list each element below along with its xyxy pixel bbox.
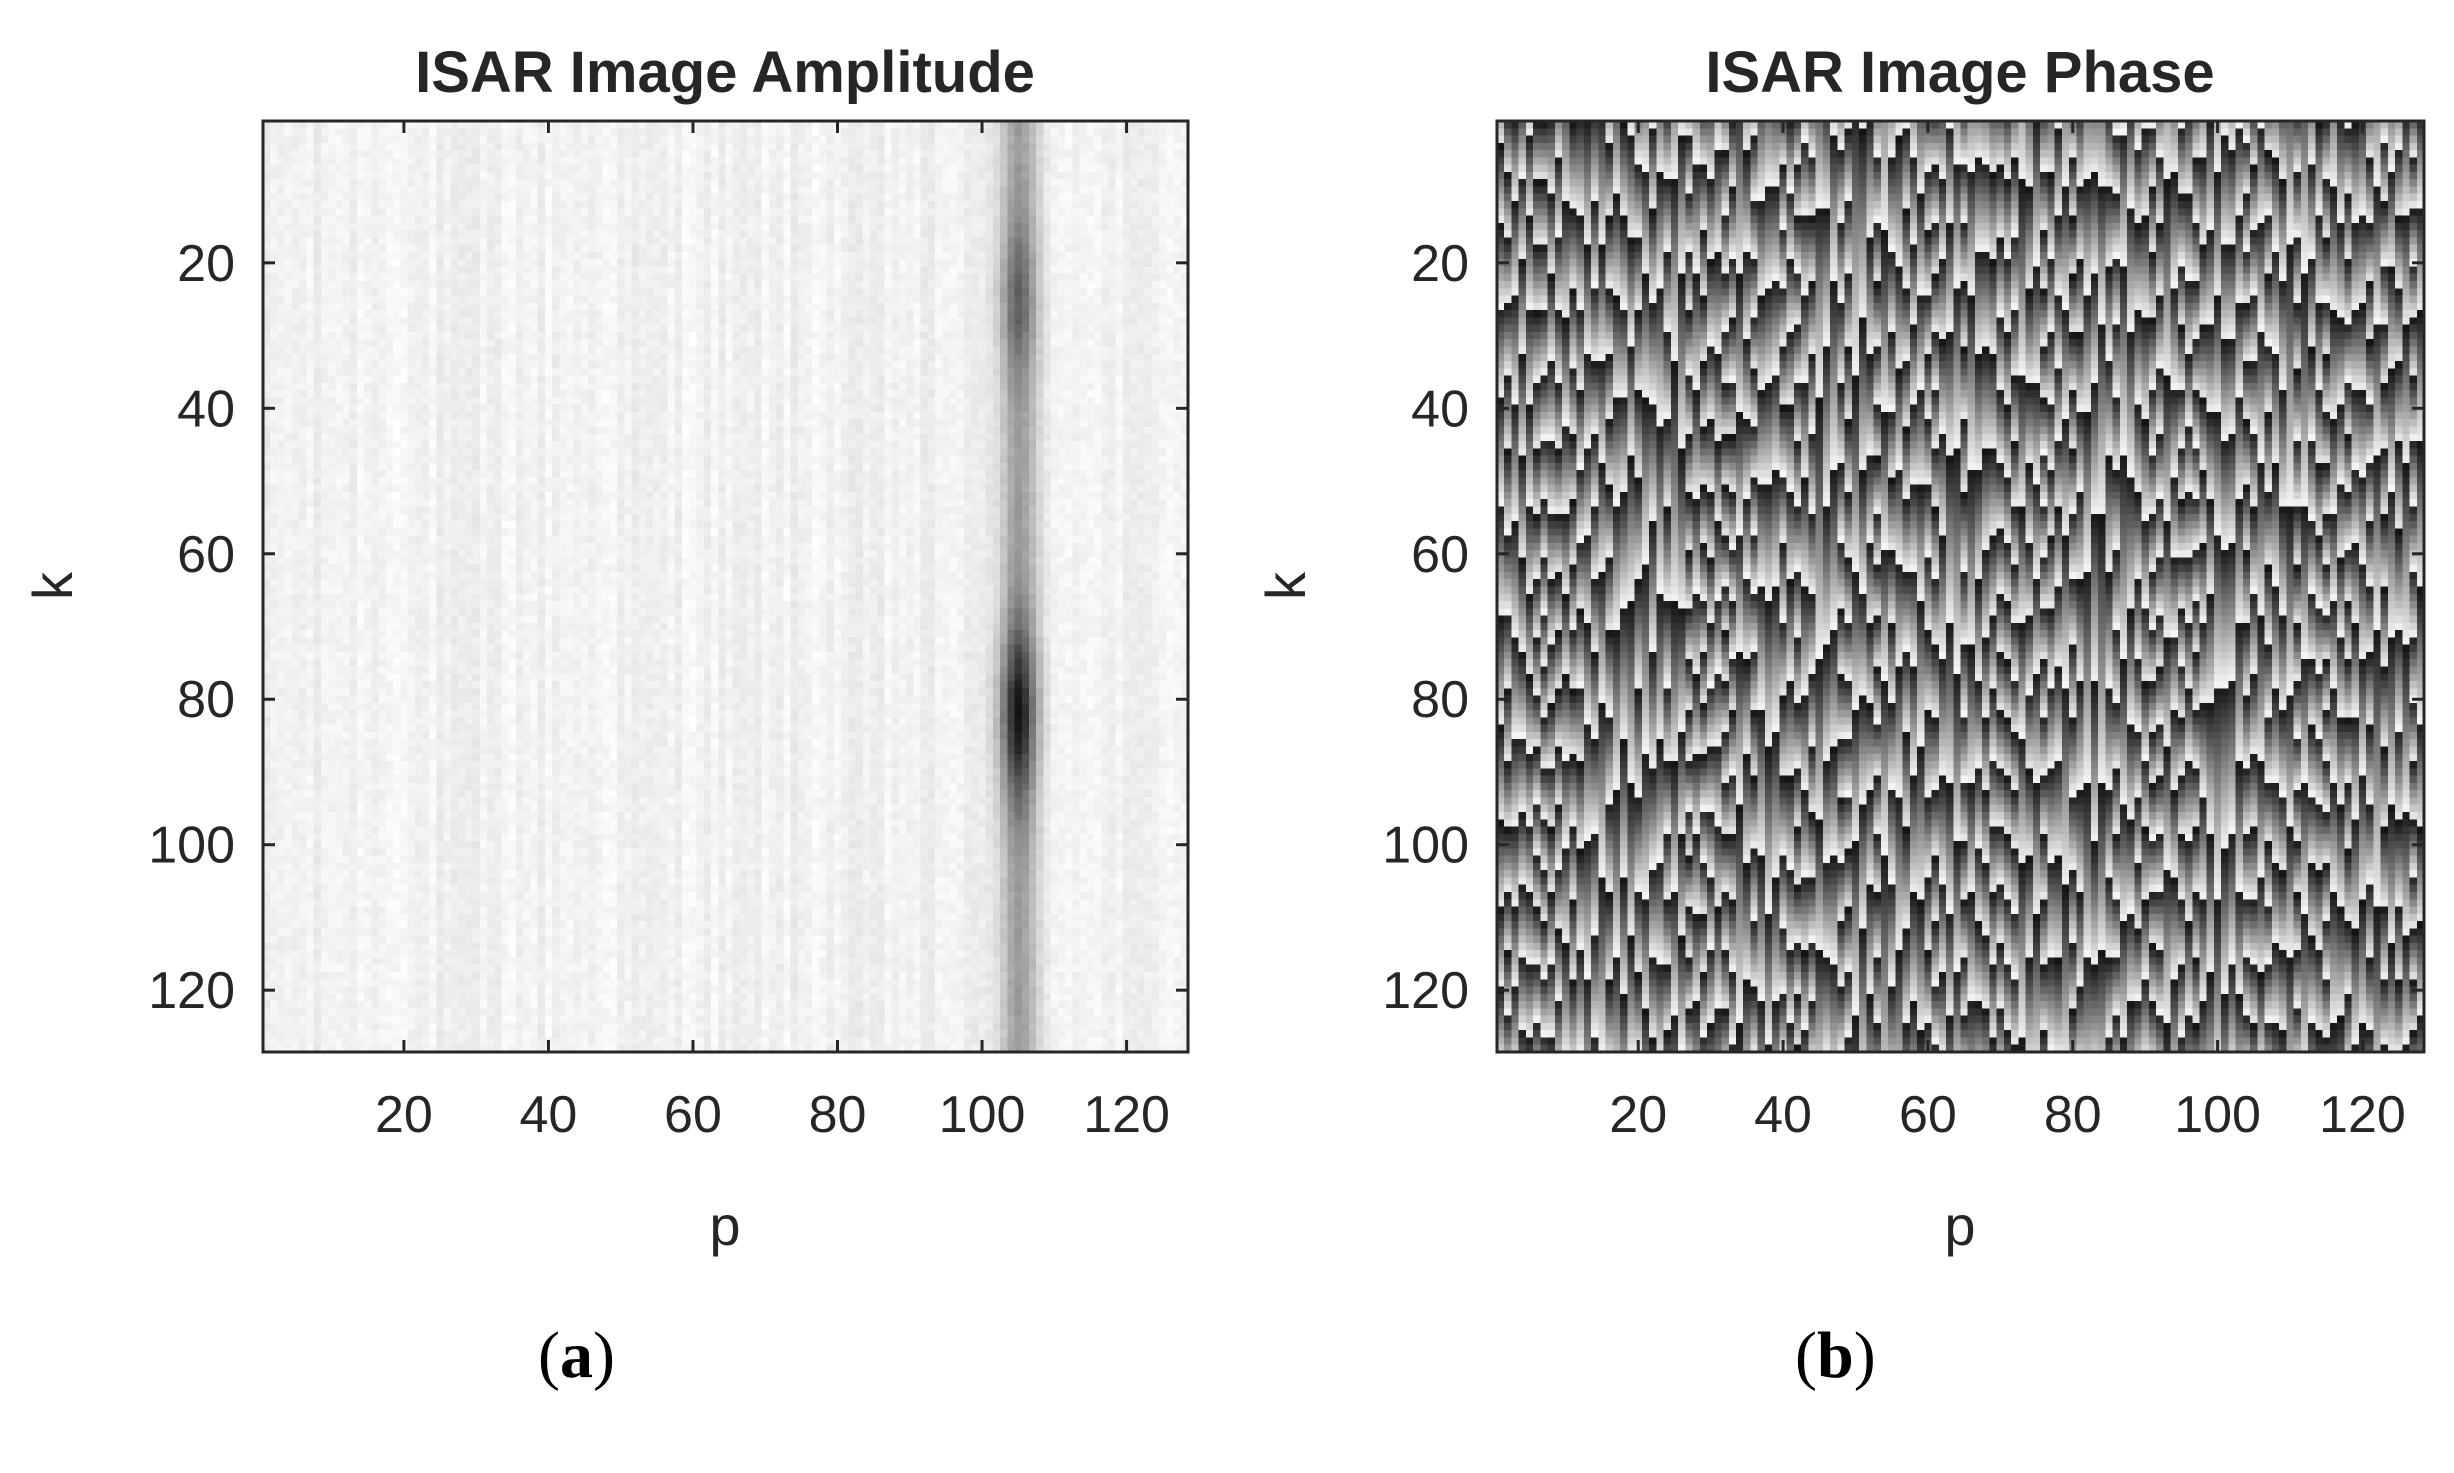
amplitude-ytick-label: 20 xyxy=(177,235,235,293)
amplitude-ytick-label: 60 xyxy=(177,526,235,584)
caption-b: (b) xyxy=(1795,1318,1876,1394)
phase-ytick-label: 120 xyxy=(1382,962,1469,1020)
amplitude-heatmap-image xyxy=(263,121,1188,1052)
amplitude-xtick-label: 20 xyxy=(375,1086,433,1144)
phase-axes-box xyxy=(1495,119,2426,1054)
amplitude-ytick-label: 80 xyxy=(177,671,235,729)
caption-b-letter: b xyxy=(1816,1319,1854,1392)
phase-xtick-label: 40 xyxy=(1754,1086,1812,1144)
amplitude-ticks: 20 40 60 80 100 120 20 40 60 80 100 120 xyxy=(148,121,1188,1144)
phase-ytick-label: 100 xyxy=(1382,817,1469,875)
amplitude-ylabel: k xyxy=(21,571,84,600)
caption-a-close: ) xyxy=(592,1319,615,1392)
phase-ylabel: k xyxy=(1254,571,1317,600)
phase-ytick-label: 20 xyxy=(1411,235,1469,293)
caption-a-letter: a xyxy=(559,1319,593,1392)
phase-ytick-label: 80 xyxy=(1411,671,1469,729)
amplitude-xtick-label: 40 xyxy=(520,1086,578,1144)
amplitude-xlabel: p xyxy=(709,1194,740,1257)
phase-heatmap-image xyxy=(1497,121,2424,1052)
caption-b-close: ) xyxy=(1853,1319,1876,1392)
phase-heatmap xyxy=(1497,121,2424,1052)
amplitude-xtick-label: 100 xyxy=(939,1086,1026,1144)
caption-b-open: ( xyxy=(1795,1319,1817,1392)
amplitude-xtick-label: 60 xyxy=(664,1086,722,1144)
amplitude-xtick-label: 80 xyxy=(809,1086,867,1144)
amplitude-xtick-label: 120 xyxy=(1083,1086,1170,1144)
phase-xtick-label: 20 xyxy=(1609,1086,1667,1144)
amplitude-ytick-label: 40 xyxy=(177,380,235,438)
caption-a-open: ( xyxy=(538,1319,560,1392)
phase-xtick-label: 120 xyxy=(2319,1086,2406,1144)
amplitude-title: ISAR Image Amplitude xyxy=(415,40,1035,105)
amplitude-panel: 20 40 60 80 100 120 20 40 60 80 100 120 ISAR Image … xyxy=(21,40,1190,1257)
phase-ticks: 20 40 60 80 100 120 20 40 60 80 100 120 xyxy=(1382,121,2424,1144)
caption-a: (a) xyxy=(538,1318,615,1394)
phase-xtick-label: 100 xyxy=(2174,1086,2261,1144)
phase-ytick-label: 40 xyxy=(1411,380,1469,438)
amplitude-axes-box xyxy=(261,119,1190,1054)
amplitude-ytick-label: 100 xyxy=(148,817,235,875)
phase-title: ISAR Image Phase xyxy=(1705,40,2214,105)
amplitude-ytick-label: 120 xyxy=(148,962,235,1020)
phase-xtick-label: 60 xyxy=(1899,1086,1957,1144)
phase-xtick-label: 80 xyxy=(2044,1086,2102,1144)
amplitude-heatmap xyxy=(263,121,1188,1052)
phase-panel: 20 40 60 80 100 120 20 40 60 80 100 120 ISAR Image … xyxy=(1254,40,2426,1257)
phase-xlabel: p xyxy=(1944,1194,1975,1257)
phase-ytick-label: 60 xyxy=(1411,526,1469,584)
